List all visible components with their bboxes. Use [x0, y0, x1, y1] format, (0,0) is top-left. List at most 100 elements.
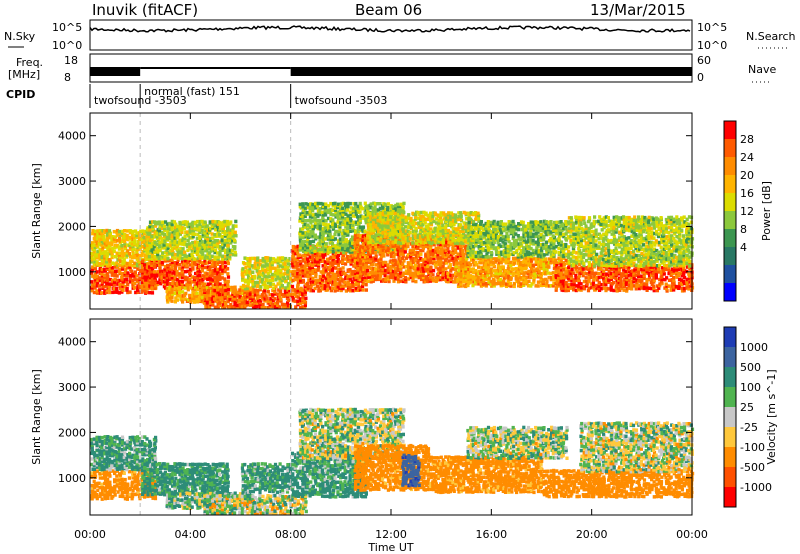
echo-cell	[453, 256, 457, 261]
echo-cell	[384, 263, 388, 268]
echo-cell	[361, 238, 365, 242]
echo-cell	[408, 237, 412, 241]
echo-cell	[131, 284, 135, 288]
echo-cell	[343, 246, 347, 250]
echo-cell	[194, 271, 198, 276]
echo-cell	[98, 257, 102, 261]
echo-cell	[115, 251, 119, 255]
echo-cell	[216, 295, 220, 299]
echo-cell	[389, 249, 393, 254]
echo-cell	[299, 263, 303, 268]
echo-cell	[258, 294, 262, 299]
echo-cell	[140, 284, 144, 288]
echo-cell	[287, 268, 291, 273]
echo-cell	[178, 232, 182, 236]
echo-cell	[348, 274, 352, 279]
echo-cell	[399, 208, 403, 212]
echo-cell	[301, 264, 305, 268]
echo-cell	[206, 240, 210, 244]
echo-cell	[298, 235, 302, 239]
echo-cell	[338, 227, 342, 231]
echo-cell	[170, 226, 174, 230]
echo-cell	[170, 246, 174, 251]
echo-cell	[220, 235, 224, 239]
echo-cell	[100, 291, 104, 295]
echo-cell	[168, 287, 172, 292]
echo-cell	[256, 272, 261, 277]
echo-cell	[372, 256, 376, 260]
echo-cell	[432, 268, 436, 273]
echo-cell	[348, 245, 352, 250]
echo-cell	[256, 258, 260, 262]
echo-cell	[329, 267, 333, 272]
echo-cell	[363, 276, 367, 280]
echo-cell	[268, 284, 272, 289]
echo-cell	[207, 286, 212, 290]
echo-cell	[183, 256, 187, 260]
echo-cell	[141, 274, 145, 278]
echo-cell	[256, 299, 260, 303]
echo-cell	[353, 277, 357, 282]
echo-cell	[107, 284, 112, 289]
echo-cell	[112, 262, 116, 266]
echo-cell	[210, 263, 214, 267]
echo-cell	[276, 261, 280, 265]
echo-cell	[221, 296, 225, 300]
echo-cell	[331, 253, 335, 257]
echo-cell	[183, 240, 187, 244]
echo-cell	[312, 280, 316, 284]
echo-cell	[323, 237, 327, 241]
echo-cell	[324, 225, 328, 229]
echo-cell	[113, 271, 118, 275]
echo-cell	[295, 274, 300, 279]
echo-cell	[304, 257, 308, 262]
echo-cell	[251, 288, 255, 293]
echo-cell	[93, 229, 98, 234]
echo-cell	[201, 274, 205, 278]
echo-cell	[130, 239, 134, 243]
echo-cell	[308, 212, 312, 216]
echo-cell	[90, 246, 94, 250]
echo-cell	[106, 231, 110, 235]
echo-cell	[158, 245, 162, 249]
echo-cell	[453, 213, 457, 217]
echo-cell	[126, 249, 130, 253]
echo-cell	[197, 298, 202, 302]
echo-cell	[166, 278, 170, 282]
echo-cell	[133, 255, 137, 260]
echo-cell	[337, 248, 341, 252]
echo-cell	[369, 277, 373, 282]
echo-cell	[474, 269, 478, 273]
echo-cell	[118, 251, 122, 255]
echo-cell	[190, 275, 194, 279]
echo-cell	[269, 282, 273, 286]
echo-cell	[223, 232, 227, 236]
echo-cell	[168, 223, 172, 228]
echo-cell	[276, 276, 280, 280]
echo-cell	[175, 247, 179, 251]
echo-cell	[296, 244, 300, 249]
echo-cell	[392, 254, 396, 259]
echo-cell	[194, 285, 198, 290]
echo-cell	[128, 235, 132, 240]
echo-cell	[191, 240, 195, 245]
echo-cell	[150, 248, 154, 252]
echo-cell	[271, 266, 275, 270]
echo-cell	[389, 244, 393, 249]
echo-cell	[165, 263, 170, 268]
echo-cell	[333, 237, 338, 241]
echo-cell	[181, 236, 185, 241]
echo-cell	[146, 280, 150, 284]
echo-cell	[131, 229, 135, 234]
echo-cell	[206, 294, 210, 298]
echo-cell	[337, 250, 341, 254]
echo-cell	[309, 288, 313, 293]
echo-cell	[117, 270, 121, 274]
echo-cell	[208, 258, 213, 263]
echo-cell	[166, 224, 170, 229]
echo-cell	[148, 234, 152, 239]
echo-cell	[131, 252, 135, 256]
echo-cell	[218, 267, 222, 271]
echo-cell	[362, 245, 366, 250]
echo-cell	[152, 220, 157, 224]
